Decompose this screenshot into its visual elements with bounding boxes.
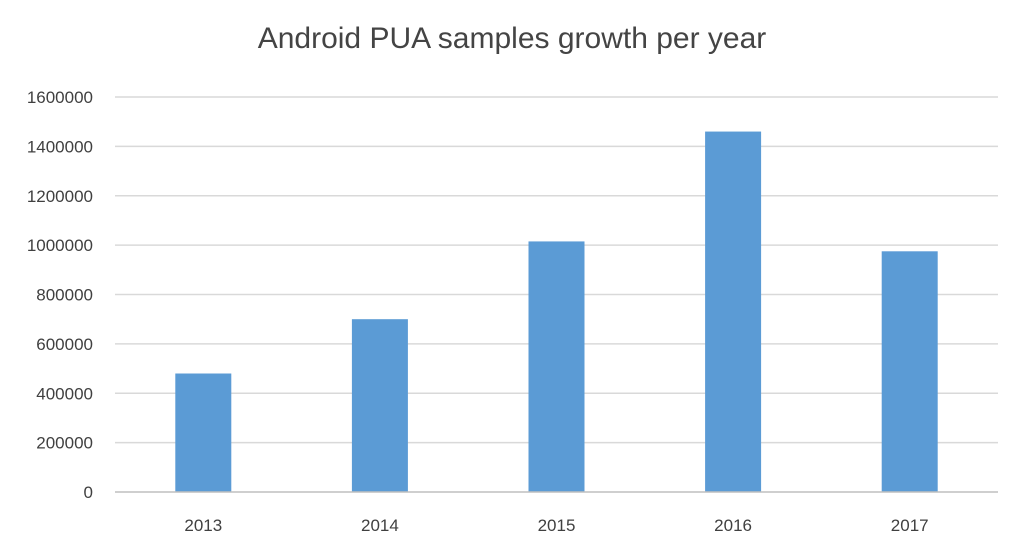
- y-tick-label: 1200000: [27, 187, 93, 206]
- y-tick-label: 1400000: [27, 137, 93, 156]
- y-axis-tick-labels: 0 200000 400000 600000 800000 1000000 1200000 1…: [27, 88, 93, 502]
- bar-2013: [175, 373, 232, 492]
- bar-2017: [881, 251, 938, 492]
- x-axis-tick-labels: 2013 2014 2015 2016 2017: [184, 516, 928, 535]
- y-tick-label: 400000: [36, 384, 93, 403]
- y-tick-label: 1600000: [27, 88, 93, 107]
- y-tick-label: 200000: [36, 434, 93, 453]
- y-tick-label: 600000: [36, 335, 93, 354]
- chart-title: Android PUA samples growth per year: [258, 22, 767, 55]
- y-tick-label: 1000000: [27, 236, 93, 255]
- x-tick-label: 2016: [714, 516, 752, 535]
- bar-2015: [528, 241, 585, 492]
- y-tick-label: 0: [84, 483, 93, 502]
- bar-2016: [705, 131, 762, 492]
- x-tick-label: 2014: [361, 516, 399, 535]
- bars: [175, 131, 938, 492]
- bar-2014: [351, 319, 408, 492]
- x-tick-label: 2013: [184, 516, 222, 535]
- x-tick-label: 2017: [891, 516, 929, 535]
- x-tick-label: 2015: [538, 516, 576, 535]
- y-tick-label: 800000: [36, 286, 93, 305]
